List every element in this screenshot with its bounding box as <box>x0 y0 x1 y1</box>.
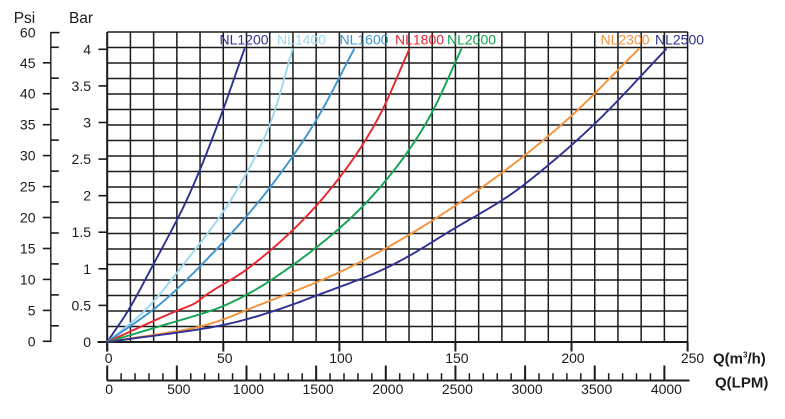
svg-text:50: 50 <box>217 350 233 366</box>
svg-text:Bar: Bar <box>69 10 93 27</box>
svg-text:NL2000: NL2000 <box>447 31 496 47</box>
svg-text:150: 150 <box>445 350 469 366</box>
svg-text:40: 40 <box>20 86 36 102</box>
svg-text:0: 0 <box>83 334 91 350</box>
svg-text:5: 5 <box>28 302 36 318</box>
svg-text:30: 30 <box>20 148 36 164</box>
svg-text:200: 200 <box>561 350 585 366</box>
svg-text:NL1600: NL1600 <box>339 31 388 47</box>
svg-text:NL1400: NL1400 <box>277 31 326 47</box>
svg-text:500: 500 <box>167 381 191 397</box>
svg-text:4: 4 <box>83 41 91 57</box>
svg-text:3: 3 <box>83 115 91 131</box>
svg-text:1500: 1500 <box>303 381 334 397</box>
svg-text:4000: 4000 <box>651 381 682 397</box>
svg-text:2000: 2000 <box>372 381 403 397</box>
svg-text:25: 25 <box>20 179 36 195</box>
svg-text:Psi: Psi <box>14 10 36 27</box>
svg-text:0: 0 <box>105 381 113 397</box>
svg-text:NL1800: NL1800 <box>395 31 444 47</box>
svg-text:60: 60 <box>20 25 36 41</box>
svg-text:2: 2 <box>83 188 91 204</box>
svg-text:3000: 3000 <box>512 381 543 397</box>
svg-text:0: 0 <box>105 350 113 366</box>
svg-text:Q(LPM): Q(LPM) <box>715 375 768 392</box>
svg-text:2500: 2500 <box>442 381 473 397</box>
svg-text:3500: 3500 <box>581 381 612 397</box>
svg-text:100: 100 <box>329 350 353 366</box>
svg-text:NL1200: NL1200 <box>219 31 268 47</box>
svg-text:NL2500: NL2500 <box>655 31 704 47</box>
svg-text:20: 20 <box>20 210 36 226</box>
svg-text:10: 10 <box>20 271 36 287</box>
svg-text:1.5: 1.5 <box>72 224 92 240</box>
svg-text:250: 250 <box>681 350 705 366</box>
svg-text:1: 1 <box>83 261 91 277</box>
svg-text:2.5: 2.5 <box>72 151 92 167</box>
svg-text:3.5: 3.5 <box>72 78 92 94</box>
svg-text:NL2300: NL2300 <box>600 31 649 47</box>
svg-text:0: 0 <box>28 333 36 349</box>
svg-text:0.5: 0.5 <box>72 297 92 313</box>
svg-text:15: 15 <box>20 241 36 257</box>
svg-text:1000: 1000 <box>233 381 264 397</box>
svg-text:Q(m3/h): Q(m3/h) <box>713 351 766 368</box>
svg-text:45: 45 <box>20 55 36 71</box>
svg-text:35: 35 <box>20 117 36 133</box>
